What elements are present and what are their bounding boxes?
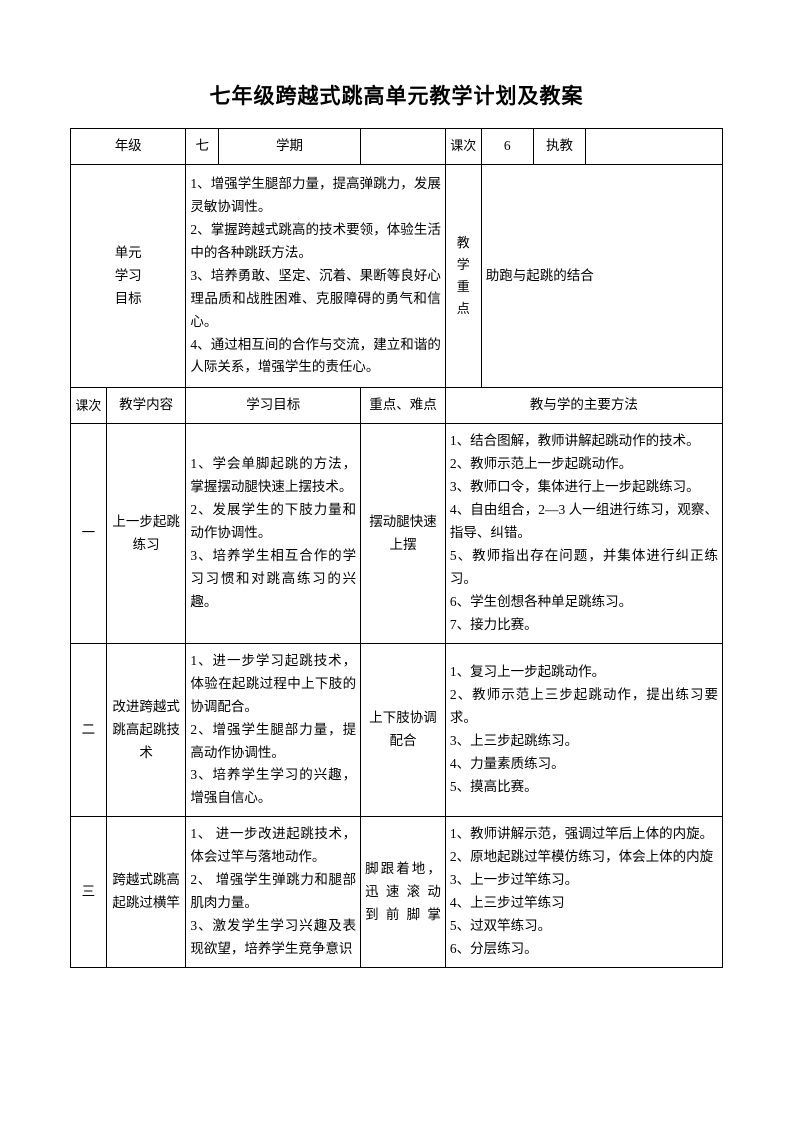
grade-value: 七: [186, 129, 219, 165]
col-content: 教学内容: [106, 388, 186, 424]
count-label: 课次: [445, 129, 481, 165]
page-title: 七年级跨越式跳高单元教学计划及教案: [70, 80, 723, 110]
unit-goal-content: 1、增强学生腿部力量，提高弹跳力，发展灵敏协调性。 2、掌握跨越式跳高的技术要领…: [186, 164, 445, 387]
lesson-method: 1、复习上一步起跳动作。 2、教师示范上三步起跳动作，提出练习要求。 3、上三步…: [445, 643, 722, 817]
grade-label: 年级: [71, 129, 186, 165]
teacher-value: [586, 129, 723, 165]
lesson-method: 1、教师讲解示范，强调过竿后上体的内旋。 2、原地起跳过竿模仿练习，体会上体的内…: [445, 817, 722, 968]
unit-goal-label: 单元 学习 目标: [71, 164, 186, 387]
lesson-content: 上一步起跳练习: [106, 424, 186, 643]
col-keypoint: 重点、难点: [361, 388, 446, 424]
lesson-goal: 1、学会单脚起跳的方法，掌握摆动腿快速上摆技术。 2、发展学生的下肢力量和动作协…: [186, 424, 361, 643]
term-value: [361, 129, 446, 165]
lesson-row: 一 上一步起跳练习 1、学会单脚起跳的方法，掌握摆动腿快速上摆技术。 2、发展学…: [71, 424, 723, 643]
lesson-goal: 1、进一步学习起跳技术，体验在起跳过程中上下肢的协调配合。 2、增强学生腿部力量…: [186, 643, 361, 817]
header-row: 年级 七 学期 课次 6 执教: [71, 129, 723, 165]
lesson-content: 改进跨越式跳高起跳技术: [106, 643, 186, 817]
lesson-keypoint: 摆动腿快速上摆: [361, 424, 446, 643]
unit-focus-content: 助跑与起跳的结合: [481, 164, 722, 387]
lesson-method: 1、结合图解，教师讲解起跳动作的技术。 2、教师示范上一步起跳动作。 3、教师口…: [445, 424, 722, 643]
lesson-keypoint: 脚跟着地，迅 速 滚 动到前脚掌: [361, 817, 446, 968]
columns-row: 课次 教学内容 学习目标 重点、难点 教与学的主要方法: [71, 388, 723, 424]
lesson-num: 三: [71, 817, 107, 968]
col-goal: 学习目标: [186, 388, 361, 424]
col-method: 教与学的主要方法: [445, 388, 722, 424]
lesson-num: 二: [71, 643, 107, 817]
plan-table: 年级 七 学期 课次 6 执教 单元 学习 目标 1、增强学生腿部力量，提高弹跳…: [70, 128, 723, 968]
count-value: 6: [481, 129, 533, 165]
term-label: 学期: [218, 129, 360, 165]
col-lesson: 课次: [71, 388, 107, 424]
lesson-goal: 1、 进一步改进起跳技术，体会过竿与落地动作。 2、 增强学生弹跳力和腿部肌肉力…: [186, 817, 361, 968]
lesson-row: 三 跨越式跳高起跳过横竿 1、 进一步改进起跳技术，体会过竿与落地动作。 2、 …: [71, 817, 723, 968]
teacher-label: 执教: [533, 129, 585, 165]
lesson-num: 一: [71, 424, 107, 643]
unit-row: 单元 学习 目标 1、增强学生腿部力量，提高弹跳力，发展灵敏协调性。 2、掌握跨…: [71, 164, 723, 387]
lesson-content: 跨越式跳高起跳过横竿: [106, 817, 186, 968]
unit-focus-label: 教 学 重 点: [445, 164, 481, 387]
lesson-row: 二 改进跨越式跳高起跳技术 1、进一步学习起跳技术，体验在起跳过程中上下肢的协调…: [71, 643, 723, 817]
lesson-keypoint: 上下肢协调配合: [361, 643, 446, 817]
